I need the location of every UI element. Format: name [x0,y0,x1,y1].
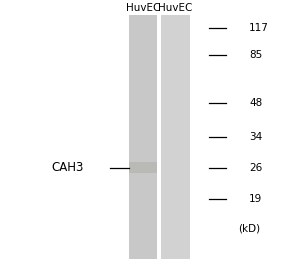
Text: 34: 34 [249,132,262,142]
Text: 48: 48 [249,98,262,108]
Text: 117: 117 [249,23,269,33]
Text: (kD): (kD) [238,223,260,233]
Bar [129,162,157,173]
Bar [129,15,157,259]
Bar [161,15,190,259]
Text: CAH3: CAH3 [52,161,84,174]
Text: 26: 26 [249,163,262,173]
Text: HuvEC: HuvEC [126,3,160,13]
Text: HuvEC: HuvEC [158,3,193,13]
Text: 19: 19 [249,194,262,204]
Text: 85: 85 [249,50,262,60]
